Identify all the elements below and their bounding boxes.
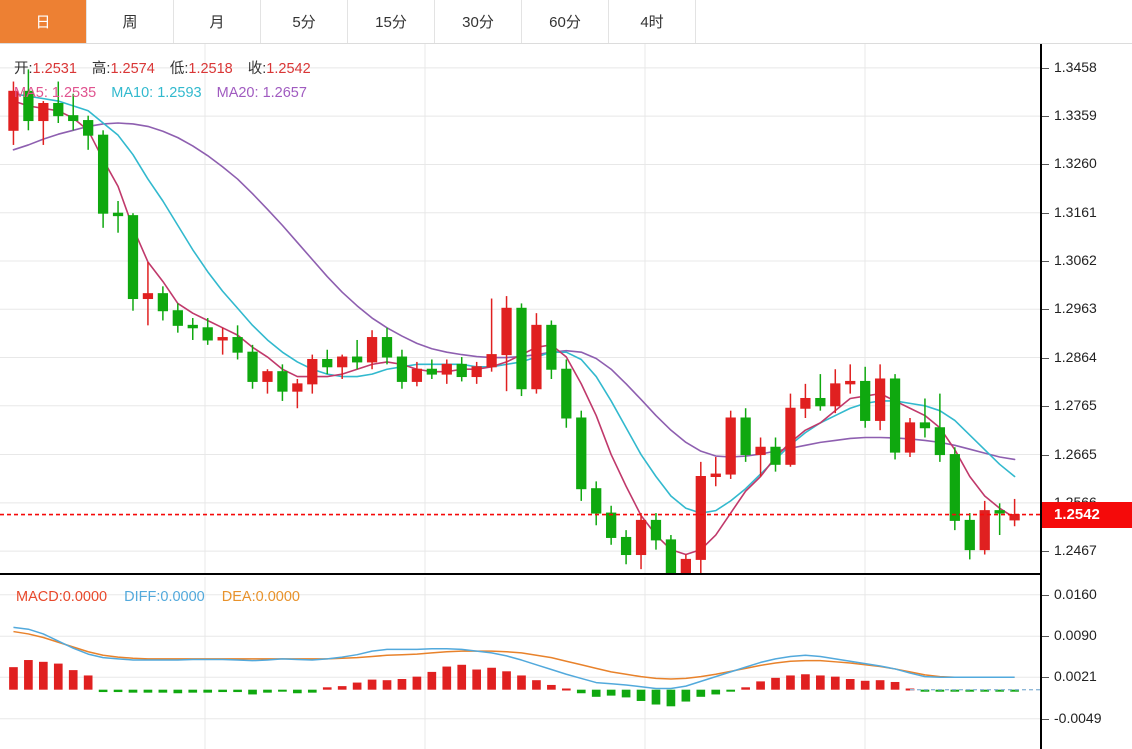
- timeframe-tabbar: 日 周 月 5分 15分 30分 60分 4时: [0, 0, 1132, 44]
- macd-axis-tick: [1042, 636, 1049, 638]
- tab-month-label: 月: [209, 14, 225, 31]
- macd-axis-label: 0.0090: [1054, 627, 1097, 644]
- price-axis-label: 1.3062: [1054, 251, 1097, 268]
- price-axis-label: 1.2963: [1054, 300, 1097, 317]
- tab-week-label: 周: [122, 14, 138, 31]
- tab-30min-label: 30分: [462, 14, 494, 31]
- macd-chart-svg: [0, 577, 1040, 749]
- price-axis-label: 1.2467: [1054, 542, 1097, 559]
- tab-60min-label: 60分: [549, 14, 581, 31]
- price-chart-svg: [0, 44, 1040, 573]
- macd-axis-label: 0.0160: [1054, 585, 1097, 602]
- price-axis-label: 1.3260: [1054, 155, 1097, 172]
- tab-day-label: 日: [35, 14, 51, 31]
- price-axis-tick: [1042, 309, 1049, 311]
- price-axis-tick: [1042, 260, 1049, 262]
- macd-axis-tick: [1042, 594, 1049, 596]
- price-chart-pane[interactable]: [0, 44, 1040, 575]
- tab-month[interactable]: 月: [174, 0, 261, 43]
- tab-5min-label: 5分: [292, 14, 316, 31]
- price-axis-label: 1.3458: [1054, 58, 1097, 75]
- price-axis-label: 1.2665: [1054, 445, 1097, 462]
- tab-30min[interactable]: 30分: [435, 0, 522, 43]
- price-axis-tick: [1042, 212, 1049, 214]
- tabbar-filler: [696, 0, 1132, 43]
- price-axis-tick: [1042, 405, 1049, 407]
- current-price-tag: 1.2542: [1042, 501, 1132, 528]
- tab-15min[interactable]: 15分: [348, 0, 435, 43]
- macd-chart-pane[interactable]: [0, 577, 1040, 749]
- price-axis-label: 1.3161: [1054, 203, 1097, 220]
- macd-axis-tick: [1042, 677, 1049, 679]
- tab-4hour[interactable]: 4时: [609, 0, 696, 43]
- price-axis-tick: [1042, 116, 1049, 118]
- tab-week[interactable]: 周: [87, 0, 174, 43]
- macd-axis-label: 0.0021: [1054, 668, 1097, 685]
- tab-day[interactable]: 日: [0, 0, 87, 43]
- price-axis-tick: [1042, 164, 1049, 166]
- tab-60min[interactable]: 60分: [522, 0, 609, 43]
- price-axis-tick: [1042, 67, 1049, 69]
- price-axis-tick: [1042, 551, 1049, 553]
- price-axis-tick: [1042, 454, 1049, 456]
- tab-4hour-label: 4时: [640, 14, 664, 31]
- price-axis-label: 1.2765: [1054, 396, 1097, 413]
- macd-axis-label: -0.0049: [1054, 709, 1102, 726]
- macd-axis-tick: [1042, 718, 1049, 720]
- right-axis-pane: 1.3458 1.3359 1.3260 1.3161 1.3062 1.2963 1.28…: [1040, 44, 1132, 749]
- tab-5min[interactable]: 5分: [261, 0, 348, 43]
- price-axis-label: 1.3359: [1054, 107, 1097, 124]
- price-axis-tick: [1042, 357, 1049, 359]
- tab-15min-label: 15分: [375, 14, 407, 31]
- price-axis-label: 1.2864: [1054, 348, 1097, 365]
